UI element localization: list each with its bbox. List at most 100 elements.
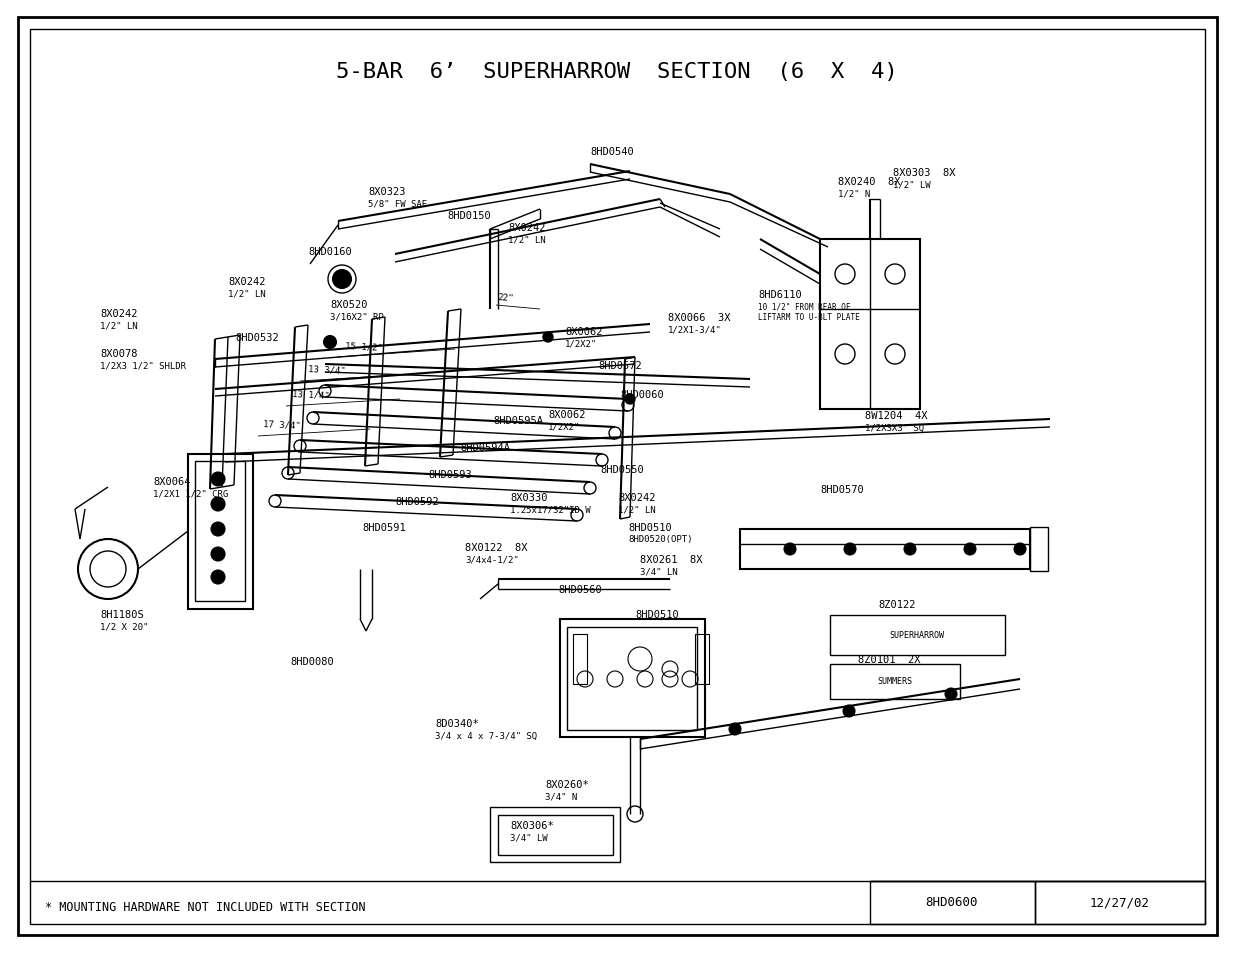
Text: 1/2X1-3/4": 1/2X1-3/4" [668, 325, 721, 335]
Text: 8W1204  4X: 8W1204 4X [864, 411, 927, 420]
Circle shape [844, 543, 856, 556]
Circle shape [844, 705, 855, 718]
Text: 3/4" N: 3/4" N [545, 792, 577, 801]
Circle shape [211, 571, 225, 584]
Bar [195, 461, 245, 601]
Text: 8HD0550: 8HD0550 [600, 464, 643, 475]
Text: 8X0078: 8X0078 [100, 349, 137, 358]
Text: 12/27/02: 12/27/02 [1091, 896, 1150, 908]
Bar [567, 627, 697, 730]
Text: 8HD0593: 8HD0593 [429, 470, 472, 479]
Bar [188, 455, 253, 609]
Text: 8D0340*: 8D0340* [435, 719, 479, 728]
Circle shape [945, 688, 957, 700]
Text: 8X0242: 8X0242 [228, 276, 266, 287]
Text: 8HD0594A: 8HD0594A [459, 442, 510, 453]
Text: 1/2" LW: 1/2" LW [893, 180, 931, 190]
Text: 10 1/2" FROM REAR OF: 10 1/2" FROM REAR OF [758, 302, 851, 312]
Text: 8X0242: 8X0242 [618, 493, 656, 502]
Circle shape [324, 336, 336, 349]
Text: 15 1/2": 15 1/2" [345, 340, 383, 352]
Text: 8HD0570: 8HD0570 [820, 484, 863, 495]
Text: 8X0303  8X: 8X0303 8X [893, 168, 956, 178]
Bar [573, 635, 587, 684]
Circle shape [211, 473, 225, 486]
Text: 1/2X1 1/2" CRG: 1/2X1 1/2" CRG [153, 489, 228, 498]
Bar [498, 815, 613, 855]
Bar [1035, 882, 1205, 924]
Bar [820, 240, 920, 410]
Text: 8X0062: 8X0062 [564, 327, 603, 336]
Text: 8X0330: 8X0330 [510, 493, 547, 502]
Text: 8HD0591: 8HD0591 [362, 522, 406, 533]
Text: 3/16X2" RP: 3/16X2" RP [330, 313, 384, 321]
Text: 5-BAR  6’  SUPERHARROW  SECTION  (6  X  4): 5-BAR 6’ SUPERHARROW SECTION (6 X 4) [336, 62, 898, 82]
Circle shape [211, 497, 225, 512]
Circle shape [729, 723, 741, 735]
Text: 8HD0060: 8HD0060 [620, 390, 663, 399]
Text: 8X0062: 8X0062 [548, 410, 585, 419]
Bar [695, 635, 709, 684]
Text: 1.25x17/32"ID W: 1.25x17/32"ID W [510, 505, 590, 514]
Text: SUPERHARROW: SUPERHARROW [889, 631, 945, 639]
Circle shape [904, 543, 916, 556]
Text: 8X0261  8X: 8X0261 8X [640, 555, 703, 564]
Text: 8HD0540: 8HD0540 [590, 147, 634, 157]
Bar [830, 664, 960, 700]
Text: 13 1/4": 13 1/4" [291, 389, 330, 399]
Text: 1/2" LN: 1/2" LN [228, 289, 266, 298]
Text: 8Z0122: 8Z0122 [878, 599, 915, 609]
Text: 3/4 x 4 x 7-3/4" SQ: 3/4 x 4 x 7-3/4" SQ [435, 731, 537, 740]
Text: 8X0520: 8X0520 [330, 299, 368, 310]
Circle shape [784, 543, 797, 556]
Text: 8X0260*: 8X0260* [545, 780, 589, 789]
Text: 22": 22" [496, 293, 514, 303]
Circle shape [211, 522, 225, 537]
Text: 1/2X3 1/2" SHLDR: 1/2X3 1/2" SHLDR [100, 361, 186, 370]
Text: 8HD0532: 8HD0532 [235, 333, 279, 343]
Text: 8HD0510: 8HD0510 [629, 522, 672, 533]
Text: 1/2" LN: 1/2" LN [100, 321, 137, 330]
Text: 8HD0572: 8HD0572 [598, 360, 642, 371]
Bar [869, 882, 1035, 924]
Circle shape [965, 543, 976, 556]
Text: 8HD6110: 8HD6110 [758, 290, 802, 299]
Bar [830, 616, 1005, 656]
Text: 1/2X2": 1/2X2" [564, 339, 598, 348]
Circle shape [211, 547, 225, 561]
Text: 8X0323: 8X0323 [368, 187, 405, 196]
Text: 8Z0101  2X: 8Z0101 2X [858, 655, 920, 664]
Text: 8X0066  3X: 8X0066 3X [668, 313, 730, 323]
Text: 8HD0560: 8HD0560 [558, 584, 601, 595]
Text: 8X0240  8X: 8X0240 8X [839, 177, 900, 187]
Text: 8X0306*: 8X0306* [510, 821, 553, 830]
Text: 8X0064: 8X0064 [153, 476, 190, 486]
Text: 8H1180S: 8H1180S [100, 609, 143, 619]
Text: 8X0242: 8X0242 [100, 309, 137, 318]
Text: 8HD0595A: 8HD0595A [493, 416, 543, 426]
Text: 1/2X3X3" SQ: 1/2X3X3" SQ [864, 423, 924, 432]
Text: 8X0242: 8X0242 [508, 223, 546, 233]
Circle shape [625, 395, 635, 405]
Circle shape [1014, 543, 1026, 556]
Text: 1/2" N: 1/2" N [839, 190, 871, 198]
Text: 3/4" LW: 3/4" LW [510, 833, 547, 841]
Text: 17 3/4": 17 3/4" [263, 418, 301, 430]
Text: 1/2X2": 1/2X2" [548, 422, 580, 431]
Bar [559, 619, 705, 738]
Text: 8HD0510: 8HD0510 [635, 609, 679, 619]
Bar [1030, 527, 1049, 572]
Text: LIFTARM TO U-BLT PLATE: LIFTARM TO U-BLT PLATE [758, 314, 860, 322]
Text: SUMMERS: SUMMERS [878, 677, 913, 686]
Text: 1/2 X 20": 1/2 X 20" [100, 622, 148, 631]
Text: 8HD0520(OPT): 8HD0520(OPT) [629, 535, 693, 544]
Text: 8HD0150: 8HD0150 [447, 211, 490, 221]
Text: 8HD0160: 8HD0160 [308, 247, 352, 256]
Text: 3/4x4-1/2": 3/4x4-1/2" [466, 555, 519, 564]
Text: 13 3/4": 13 3/4" [308, 364, 346, 375]
Bar [740, 530, 1030, 569]
Text: 5/8" FW SAE: 5/8" FW SAE [368, 199, 427, 209]
Text: 8HD0600: 8HD0600 [926, 896, 978, 908]
Bar [490, 807, 620, 862]
Text: 3/4" LN: 3/4" LN [640, 567, 678, 576]
